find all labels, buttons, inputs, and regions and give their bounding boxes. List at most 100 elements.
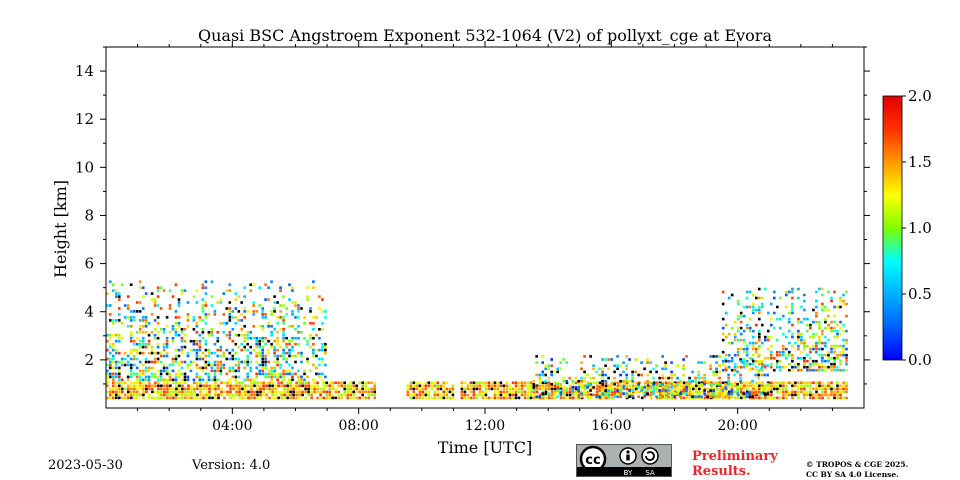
heatmap-cell <box>613 381 617 385</box>
heatmap-cell <box>283 393 286 397</box>
heatmap-cell <box>430 387 434 391</box>
heatmap-cell <box>349 390 352 394</box>
heatmap-cell <box>685 355 688 358</box>
heatmap-cell <box>722 387 725 391</box>
heatmap-cell <box>839 353 842 357</box>
heatmap-cell <box>779 390 782 394</box>
license-line-2: CC BY SA 4.0 License. <box>806 470 899 479</box>
heatmap-cell <box>842 299 845 303</box>
heatmap-cell <box>517 396 521 400</box>
heatmap-cell <box>613 383 616 386</box>
heatmap-cell <box>806 317 809 321</box>
heatmap-cell <box>779 296 782 300</box>
heatmap-cell <box>745 392 748 395</box>
heatmap-cell <box>136 390 139 394</box>
heatmap-cell <box>250 384 253 388</box>
heatmap-cell <box>616 355 619 358</box>
heatmap-cell <box>544 364 547 367</box>
heatmap-cell <box>719 381 722 385</box>
chart-title: Quasi BSC Angstroem Exponent 532-1064 (V… <box>198 26 772 45</box>
heatmap-cell <box>147 333 151 337</box>
heatmap-cell <box>788 329 791 333</box>
heatmap-cell <box>306 295 309 298</box>
heatmap-cell <box>109 333 112 337</box>
heatmap-cell <box>141 319 145 322</box>
heatmap-cell <box>178 390 181 394</box>
heatmap-cell <box>147 342 151 346</box>
x-tick-label: 08:00 <box>338 418 378 434</box>
heatmap-cell <box>243 325 246 328</box>
heatmap-cell <box>289 393 292 397</box>
heatmap-cell <box>291 286 294 289</box>
heatmap-cell <box>171 339 175 343</box>
heatmap-cell <box>250 393 253 397</box>
heatmap-cell <box>538 387 542 391</box>
heatmap-cell <box>442 384 446 388</box>
heatmap-cell <box>715 392 718 395</box>
heatmap-cell <box>797 329 800 333</box>
heatmap-cell <box>244 390 247 394</box>
heatmap-cell <box>207 313 211 316</box>
heatmap-cell <box>514 384 518 388</box>
heatmap-cell <box>812 332 815 336</box>
heatmap-cell <box>133 387 136 391</box>
heatmap-cell <box>205 396 208 400</box>
heatmap-cell <box>318 295 321 298</box>
heatmap-cell <box>331 384 334 388</box>
heatmap-cell <box>833 314 836 318</box>
heatmap-cell <box>565 389 568 392</box>
heatmap-cell <box>121 381 124 385</box>
y-tick-label: 6 <box>84 255 94 273</box>
heatmap-cell <box>184 381 187 385</box>
heatmap-cell <box>592 376 595 380</box>
heatmap-cell <box>276 378 279 382</box>
heatmap-cell <box>782 353 785 357</box>
heatmap-cell <box>238 393 241 397</box>
heatmap-cell <box>821 393 824 397</box>
x-tick-label: 20:00 <box>717 418 757 434</box>
heatmap-cell <box>201 307 205 310</box>
heatmap-cell <box>556 390 560 394</box>
heatmap-cell <box>162 366 166 370</box>
heatmap-cell <box>613 376 616 380</box>
heatmap-cell <box>213 378 217 382</box>
heatmap-cell <box>132 357 136 361</box>
heatmap-cell <box>761 381 764 385</box>
heatmap-cell <box>661 355 664 358</box>
heatmap-cell <box>223 396 226 400</box>
heatmap-cell <box>739 359 743 363</box>
heatmap-cell <box>791 332 794 336</box>
heatmap-cell <box>219 345 223 349</box>
heatmap-cell <box>682 373 685 377</box>
heatmap-cell <box>541 393 545 397</box>
heatmap-cell <box>213 372 217 376</box>
heatmap-cell <box>159 354 163 358</box>
heatmap-cell <box>616 387 620 391</box>
heatmap-cell <box>547 367 550 371</box>
heatmap-cell <box>598 367 601 371</box>
heatmap-cell <box>556 367 559 371</box>
heatmap-cell <box>830 390 833 394</box>
heatmap-cell <box>129 333 133 337</box>
heatmap-cell <box>264 372 267 376</box>
heatmap-cell <box>144 357 148 361</box>
heatmap-cell <box>337 396 340 400</box>
heatmap-cell <box>821 332 824 336</box>
heatmap-cell <box>739 379 742 383</box>
heatmap-cell <box>118 369 121 373</box>
heatmap-cell <box>752 347 755 351</box>
heatmap-cell <box>845 329 848 333</box>
heatmap-cell <box>652 384 656 388</box>
heatmap-cell <box>776 359 779 363</box>
heatmap-cell <box>758 311 761 315</box>
heatmap-cell <box>210 331 214 334</box>
heatmap-cell <box>162 331 166 334</box>
heatmap-cell <box>259 393 262 397</box>
heatmap-cell <box>604 373 607 377</box>
heatmap-cell <box>361 387 364 391</box>
heatmap-cell <box>839 350 842 354</box>
heatmap-cell <box>748 317 752 321</box>
heatmap-cell <box>830 393 833 397</box>
heatmap-cell <box>304 390 307 394</box>
heatmap-cell <box>249 283 252 286</box>
